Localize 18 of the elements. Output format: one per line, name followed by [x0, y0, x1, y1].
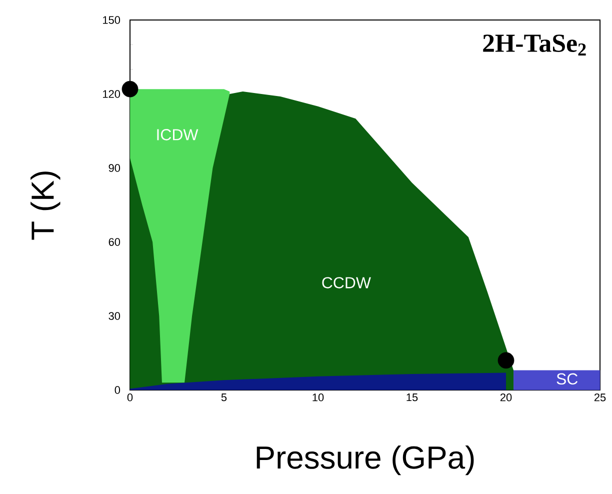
y-axis-title: T (K) [30, 172, 60, 240]
y-tick-label: 60 [108, 238, 120, 246]
annotation: ICDW [157, 129, 198, 140]
x-tick-label: 20 [500, 394, 512, 402]
y-tick-label: 120 [103, 90, 120, 98]
x-tick-label: 25 [594, 394, 606, 402]
x-tick-label: 0 [127, 394, 133, 402]
y-tick-label: 0 [114, 386, 120, 394]
x-tick-label: 15 [406, 394, 418, 402]
y-tick-label: 150 [103, 16, 120, 24]
y-tick-label: 90 [108, 164, 120, 172]
x-tick-label: 10 [312, 394, 324, 402]
chart-title: 2H-TaSe$_{2}$ [483, 34, 586, 56]
annotation: SC [556, 373, 578, 385]
x-axis-title: Pressure (GPa) [256, 445, 474, 476]
x-tick-label: 5 [221, 394, 227, 402]
y-tick-label: 30 [108, 312, 120, 320]
annotation: CCDW [322, 277, 371, 288]
